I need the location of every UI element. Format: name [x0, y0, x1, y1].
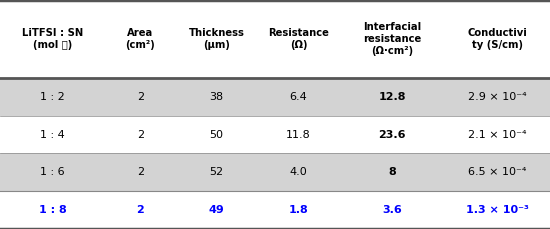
- Text: 2.1 × 10⁻⁴: 2.1 × 10⁻⁴: [468, 130, 526, 140]
- Text: 52: 52: [210, 167, 223, 177]
- Text: 2: 2: [137, 92, 144, 102]
- Text: Conductivi
ty (S/cm): Conductivi ty (S/cm): [468, 28, 527, 50]
- Text: 50: 50: [210, 130, 223, 140]
- Text: 6.5 × 10⁻⁴: 6.5 × 10⁻⁴: [468, 167, 526, 177]
- Text: 1.8: 1.8: [289, 205, 309, 215]
- Text: 3.6: 3.6: [382, 205, 402, 215]
- Text: Resistance
(Ω): Resistance (Ω): [268, 28, 329, 50]
- Bar: [0, 191, 550, 229]
- Text: 6.4: 6.4: [289, 92, 307, 102]
- Text: 23.6: 23.6: [378, 130, 406, 140]
- Text: LiTFSI : SN
(mol 비): LiTFSI : SN (mol 비): [22, 28, 83, 50]
- Text: 1.3 × 10⁻³: 1.3 × 10⁻³: [466, 205, 529, 215]
- Text: 2: 2: [137, 167, 144, 177]
- Text: 4.0: 4.0: [289, 167, 307, 177]
- Text: 1 : 4: 1 : 4: [40, 130, 65, 140]
- Text: Interfacial
resistance
(Ω·cm²): Interfacial resistance (Ω·cm²): [363, 22, 421, 56]
- Text: Thickness
(μm): Thickness (μm): [189, 28, 244, 50]
- Text: Area
(cm²): Area (cm²): [125, 28, 155, 50]
- Text: 1 : 2: 1 : 2: [40, 92, 65, 102]
- Text: 1 : 6: 1 : 6: [40, 167, 65, 177]
- Text: 49: 49: [208, 205, 224, 215]
- Text: 8: 8: [388, 167, 396, 177]
- Text: 2: 2: [136, 205, 144, 215]
- Bar: [0, 78, 550, 116]
- Text: 12.8: 12.8: [378, 92, 406, 102]
- Text: 2: 2: [137, 130, 144, 140]
- Text: 11.8: 11.8: [286, 130, 311, 140]
- Bar: [0, 116, 550, 153]
- Bar: [0, 153, 550, 191]
- Text: 1 : 8: 1 : 8: [39, 205, 67, 215]
- Text: 38: 38: [210, 92, 223, 102]
- Text: 2.9 × 10⁻⁴: 2.9 × 10⁻⁴: [468, 92, 527, 102]
